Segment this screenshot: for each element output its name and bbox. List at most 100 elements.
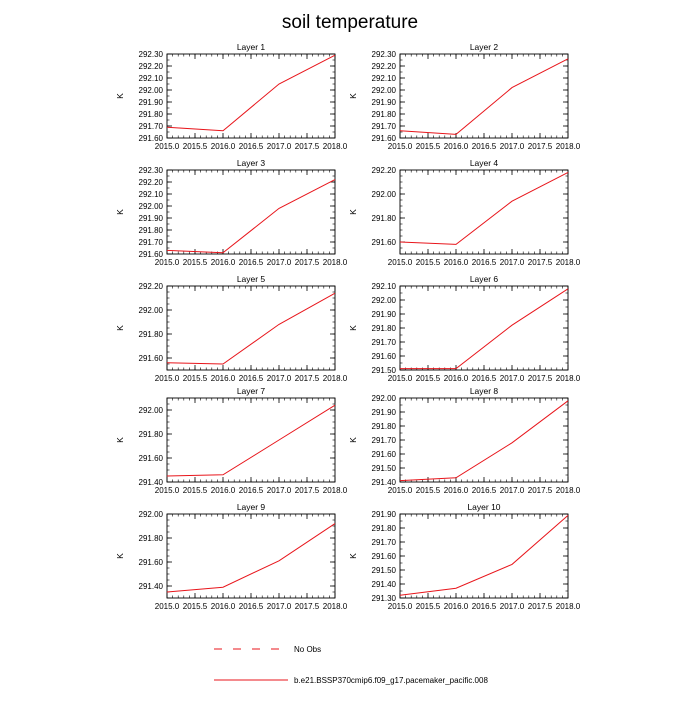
y-tick-label: 291.40 <box>139 582 164 591</box>
x-tick-label: 2015.5 <box>183 142 208 151</box>
y-tick-label: 291.50 <box>372 464 397 473</box>
y-tick-label: 292.00 <box>139 510 164 519</box>
y-tick-label: 291.60 <box>372 134 397 143</box>
y-tick-label: 291.60 <box>139 354 164 363</box>
y-tick-label: 292.10 <box>372 74 397 83</box>
x-tick-label: 2015.0 <box>155 142 180 151</box>
y-tick-label: 291.70 <box>372 436 397 445</box>
y-tick-label: 292.20 <box>139 62 164 71</box>
x-tick-label: 2015.0 <box>155 374 180 383</box>
y-tick-label: 291.50 <box>372 566 397 575</box>
x-tick-label: 2016.0 <box>211 602 236 611</box>
x-tick-label: 2015.0 <box>388 602 413 611</box>
y-axis-label: K <box>115 553 125 559</box>
y-axis-label: K <box>115 93 125 99</box>
x-tick-label: 2016.5 <box>472 486 497 495</box>
y-tick-label: 292.20 <box>139 282 164 291</box>
x-tick-label: 2016.5 <box>239 258 264 267</box>
x-tick-label: 2017.5 <box>528 374 553 383</box>
x-tick-label: 2015.0 <box>388 258 413 267</box>
x-tick-label: 2017.0 <box>500 602 525 611</box>
y-tick-label: 291.90 <box>139 214 164 223</box>
x-tick-label: 2018.0 <box>556 486 581 495</box>
y-axis-label: K <box>115 209 125 215</box>
y-tick-label: 292.00 <box>372 86 397 95</box>
x-tick-label: 2018.0 <box>556 258 581 267</box>
x-tick-label: 2017.5 <box>528 258 553 267</box>
panel-title: Layer 3 <box>237 158 266 168</box>
y-axis-label: K <box>348 325 358 331</box>
x-tick-label: 2015.0 <box>155 602 180 611</box>
y-tick-label: 291.80 <box>372 214 397 223</box>
x-tick-label: 2016.5 <box>472 258 497 267</box>
x-tick-label: 2017.5 <box>295 374 320 383</box>
panel-frame <box>399 397 569 483</box>
x-tick-label: 2015.0 <box>388 142 413 151</box>
panel-frame <box>399 169 569 255</box>
y-tick-label: 291.90 <box>372 98 397 107</box>
y-tick-label: 292.20 <box>372 62 397 71</box>
y-tick-label: 291.90 <box>372 510 397 519</box>
x-tick-label: 2016.0 <box>211 374 236 383</box>
y-tick-label: 291.80 <box>139 430 164 439</box>
x-tick-label: 2015.5 <box>416 258 441 267</box>
x-tick-label: 2018.0 <box>323 142 348 151</box>
panel-frame <box>166 169 336 255</box>
panel-title: Layer 4 <box>470 158 499 168</box>
y-tick-label: 292.30 <box>139 166 164 175</box>
panel-title: Layer 8 <box>470 386 499 396</box>
y-axis-label: K <box>348 437 358 443</box>
panel-frame <box>399 285 569 371</box>
y-tick-label: 291.60 <box>372 552 397 561</box>
y-tick-label: 291.80 <box>372 524 397 533</box>
legend-label-no-obs: No Obs <box>294 645 321 654</box>
series-line <box>400 288 569 370</box>
series-line <box>399 58 569 135</box>
x-tick-label: 2016.0 <box>444 374 469 383</box>
series-line <box>399 515 569 596</box>
x-tick-label: 2018.0 <box>323 486 348 495</box>
x-tick-label: 2015.0 <box>388 486 413 495</box>
x-tick-label: 2015.5 <box>183 374 208 383</box>
x-tick-label: 2016.5 <box>472 374 497 383</box>
x-tick-label: 2016.0 <box>211 258 236 267</box>
x-tick-label: 2016.0 <box>444 258 469 267</box>
x-tick-label: 2017.0 <box>500 374 525 383</box>
y-tick-label: 291.50 <box>372 366 397 375</box>
panel-title: Layer 5 <box>237 274 266 284</box>
x-tick-label: 2015.5 <box>183 602 208 611</box>
x-tick-label: 2016.5 <box>239 142 264 151</box>
series-line <box>166 404 336 477</box>
x-tick-label: 2017.0 <box>267 258 292 267</box>
y-axis-label: K <box>348 93 358 99</box>
y-tick-label: 291.60 <box>139 454 164 463</box>
y-tick-label: 291.90 <box>139 98 164 107</box>
y-tick-label: 292.30 <box>372 50 397 59</box>
y-tick-label: 292.00 <box>139 202 164 211</box>
x-tick-label: 2018.0 <box>323 602 348 611</box>
x-tick-label: 2018.0 <box>556 374 581 383</box>
x-tick-label: 2016.5 <box>472 142 497 151</box>
x-tick-label: 2016.5 <box>239 486 264 495</box>
series-line <box>166 292 336 365</box>
y-tick-label: 291.60 <box>372 238 397 247</box>
panel-frame <box>399 53 569 139</box>
x-tick-label: 2018.0 <box>556 142 581 151</box>
x-tick-label: 2015.0 <box>155 486 180 495</box>
y-tick-label: 292.00 <box>139 86 164 95</box>
y-tick-label: 291.60 <box>139 558 164 567</box>
series-line <box>166 54 336 132</box>
y-axis-label: K <box>348 553 358 559</box>
y-tick-label: 291.80 <box>372 110 397 119</box>
y-axis-label: K <box>348 209 358 215</box>
y-tick-label: 291.40 <box>372 478 397 487</box>
y-tick-label: 292.10 <box>372 282 397 291</box>
